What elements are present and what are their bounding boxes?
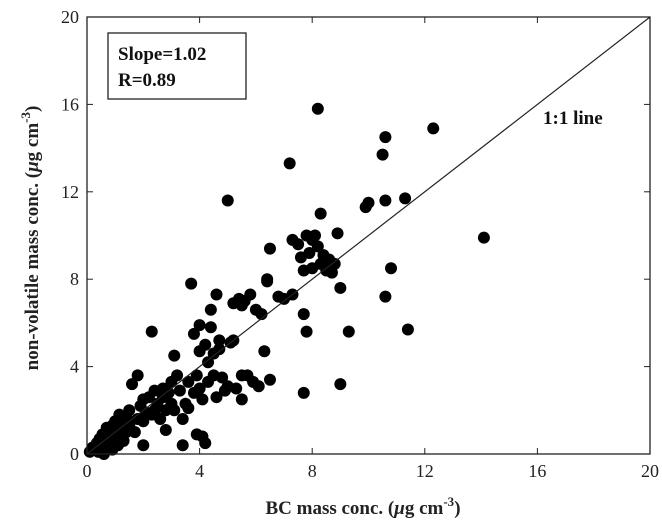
data-point: [187, 327, 200, 340]
data-point: [193, 382, 206, 395]
y-tick-label: 8: [70, 269, 79, 289]
data-point: [213, 334, 226, 347]
data-point: [182, 402, 195, 415]
data-point: [154, 413, 167, 426]
x-tick-label: 12: [416, 461, 434, 481]
stats-box: [107, 32, 247, 100]
y-tick-label: 12: [61, 182, 79, 202]
data-point: [131, 369, 144, 382]
data-point: [162, 386, 175, 399]
x-tick-label: 4: [195, 461, 204, 481]
data-point: [199, 338, 212, 351]
data-points: [83, 102, 490, 460]
data-point: [297, 308, 310, 321]
data-point: [263, 242, 276, 255]
plot-frame: [86, 16, 651, 455]
data-point: [342, 325, 355, 338]
data-point: [244, 288, 257, 301]
x-tick-label: 16: [528, 461, 546, 481]
data-point: [300, 325, 313, 338]
data-point: [379, 290, 392, 303]
data-point: [283, 157, 296, 170]
y-tick-label: 20: [61, 7, 79, 27]
data-point: [427, 122, 440, 135]
data-point: [309, 229, 322, 242]
y-axis-label: non-volatile mass conc. (μg cm-3): [18, 106, 43, 371]
r-label: R=0.89: [118, 70, 176, 91]
data-point: [202, 356, 215, 369]
data-point: [128, 426, 141, 439]
data-point: [258, 345, 271, 358]
y-tick-label: 16: [61, 94, 79, 114]
data-point: [311, 102, 324, 115]
data-point: [196, 393, 209, 406]
x-axis-label: BC mass conc. (μg cm-3): [265, 494, 460, 519]
data-point: [190, 369, 203, 382]
data-point: [171, 369, 184, 382]
data-point: [185, 277, 198, 290]
data-point: [204, 321, 217, 334]
data-point: [401, 323, 414, 336]
data-point: [292, 238, 305, 251]
data-point: [210, 391, 223, 404]
data-point: [477, 231, 490, 244]
data-point: [159, 423, 172, 436]
data-point: [379, 194, 392, 207]
data-point: [213, 343, 226, 356]
data-point: [145, 325, 158, 338]
data-point: [334, 378, 347, 391]
axis-ticks: 0 4 8 12 16 20 0 4 8 12 16 20: [61, 7, 659, 481]
x-tick-label: 8: [308, 461, 317, 481]
data-point: [235, 393, 248, 406]
y-tick-label: 0: [70, 444, 79, 464]
data-point: [137, 439, 150, 452]
data-point: [379, 131, 392, 144]
data-point: [199, 437, 212, 450]
data-point: [168, 349, 181, 362]
data-point: [376, 148, 389, 161]
data-point: [221, 194, 234, 207]
data-point: [303, 246, 316, 259]
data-point: [204, 303, 217, 316]
reference-line-label: 1:1 line: [543, 108, 603, 129]
data-point: [314, 207, 327, 220]
data-point: [399, 192, 412, 205]
data-point: [123, 404, 136, 417]
x-tick-label: 20: [641, 461, 659, 481]
data-point: [182, 375, 195, 388]
data-point: [173, 384, 186, 397]
data-point: [261, 273, 274, 286]
one-to-one-line: [86, 16, 651, 455]
y-tick-label: 4: [70, 357, 79, 377]
slope-label: Slope=1.02: [118, 44, 206, 65]
data-point: [297, 386, 310, 399]
data-point: [230, 382, 243, 395]
data-point: [216, 371, 229, 384]
data-point: [385, 262, 398, 275]
data-point: [176, 439, 189, 452]
data-point: [334, 281, 347, 294]
data-point: [193, 319, 206, 332]
data-point: [126, 378, 139, 391]
data-point: [328, 257, 341, 270]
data-point: [176, 413, 189, 426]
data-point: [168, 404, 181, 417]
data-point: [255, 308, 268, 321]
data-point: [331, 227, 344, 240]
data-point: [362, 196, 375, 209]
data-point: [252, 380, 265, 393]
data-point: [311, 240, 324, 253]
x-tick-label: 0: [83, 461, 92, 481]
data-point: [263, 373, 276, 386]
data-point: [210, 288, 223, 301]
